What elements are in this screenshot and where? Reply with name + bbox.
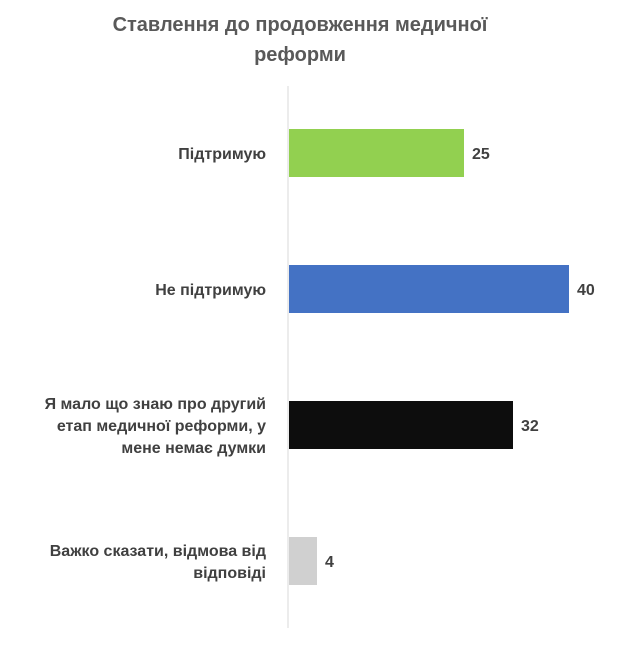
data-label-4: 4 bbox=[325, 554, 334, 571]
bar-1 bbox=[289, 129, 464, 177]
category-label-1: Підтримую bbox=[178, 146, 266, 163]
category-label-3: Я мало що знаю про другий етап медичної р… bbox=[45, 396, 266, 457]
data-label-2: 40 bbox=[577, 282, 595, 299]
bar-4 bbox=[289, 537, 317, 585]
chart-title: Ставлення до продовження медичної реформ… bbox=[112, 14, 488, 66]
data-label-1: 25 bbox=[472, 146, 490, 163]
category-label-4: Важко сказати, відмова від відповіді bbox=[50, 543, 266, 582]
bar-2 bbox=[289, 265, 569, 313]
data-label-3: 32 bbox=[521, 418, 539, 435]
bar-3 bbox=[289, 401, 513, 449]
category-label-2: Не підтримую bbox=[155, 282, 266, 299]
